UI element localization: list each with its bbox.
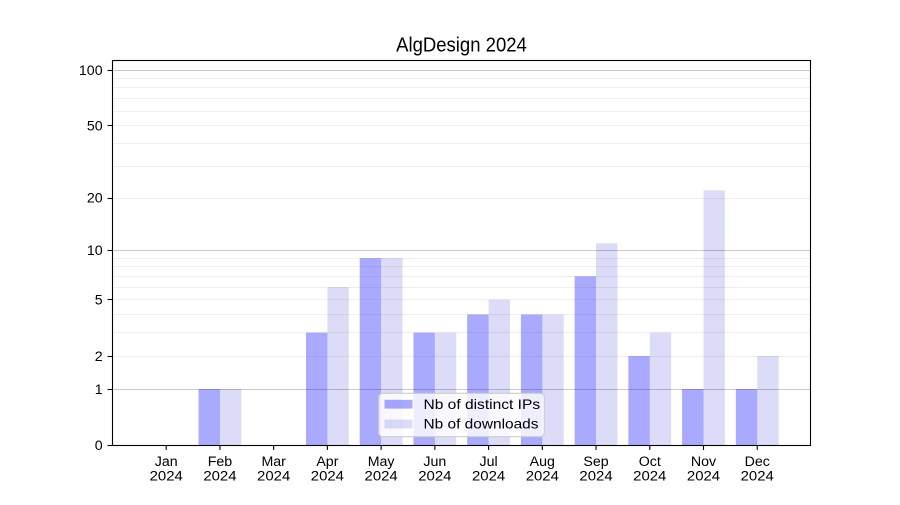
svg-text:AlgDesign 2024: AlgDesign 2024	[396, 34, 527, 56]
svg-text:May: May	[368, 454, 396, 470]
svg-text:2024: 2024	[633, 469, 666, 485]
svg-text:Aug: Aug	[530, 454, 555, 470]
svg-text:2: 2	[95, 349, 103, 365]
svg-text:2024: 2024	[579, 469, 612, 485]
svg-text:2024: 2024	[526, 469, 559, 485]
svg-text:Apr: Apr	[316, 454, 338, 470]
svg-text:100: 100	[79, 63, 103, 79]
svg-text:10: 10	[87, 243, 103, 259]
svg-text:Mar: Mar	[261, 454, 286, 470]
svg-text:1: 1	[95, 382, 103, 398]
svg-text:Jun: Jun	[423, 454, 446, 470]
svg-text:2024: 2024	[311, 469, 344, 485]
svg-text:0: 0	[95, 438, 103, 454]
svg-text:Oct: Oct	[639, 454, 661, 470]
svg-text:Nov: Nov	[691, 454, 717, 470]
svg-text:Nb of downloads: Nb of downloads	[424, 416, 539, 432]
svg-text:2024: 2024	[150, 469, 183, 485]
svg-text:2024: 2024	[203, 469, 236, 485]
svg-text:5: 5	[95, 292, 103, 308]
svg-text:2024: 2024	[687, 469, 720, 485]
svg-text:Sep: Sep	[583, 454, 608, 470]
svg-text:2024: 2024	[472, 469, 505, 485]
svg-text:2024: 2024	[418, 469, 451, 485]
svg-text:Jan: Jan	[155, 454, 178, 470]
svg-text:2024: 2024	[741, 469, 774, 485]
svg-text:Nb of distinct IPs: Nb of distinct IPs	[424, 396, 541, 412]
svg-text:Feb: Feb	[208, 454, 233, 470]
svg-text:50: 50	[87, 118, 103, 134]
svg-text:Jul: Jul	[480, 454, 498, 470]
svg-text:20: 20	[87, 191, 103, 207]
svg-text:2024: 2024	[365, 469, 398, 485]
svg-text:2024: 2024	[257, 469, 290, 485]
svg-text:Dec: Dec	[745, 454, 770, 470]
